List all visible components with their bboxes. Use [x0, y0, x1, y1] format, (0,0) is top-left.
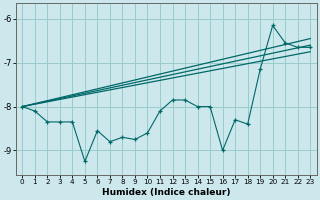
X-axis label: Humidex (Indice chaleur): Humidex (Indice chaleur): [102, 188, 230, 197]
